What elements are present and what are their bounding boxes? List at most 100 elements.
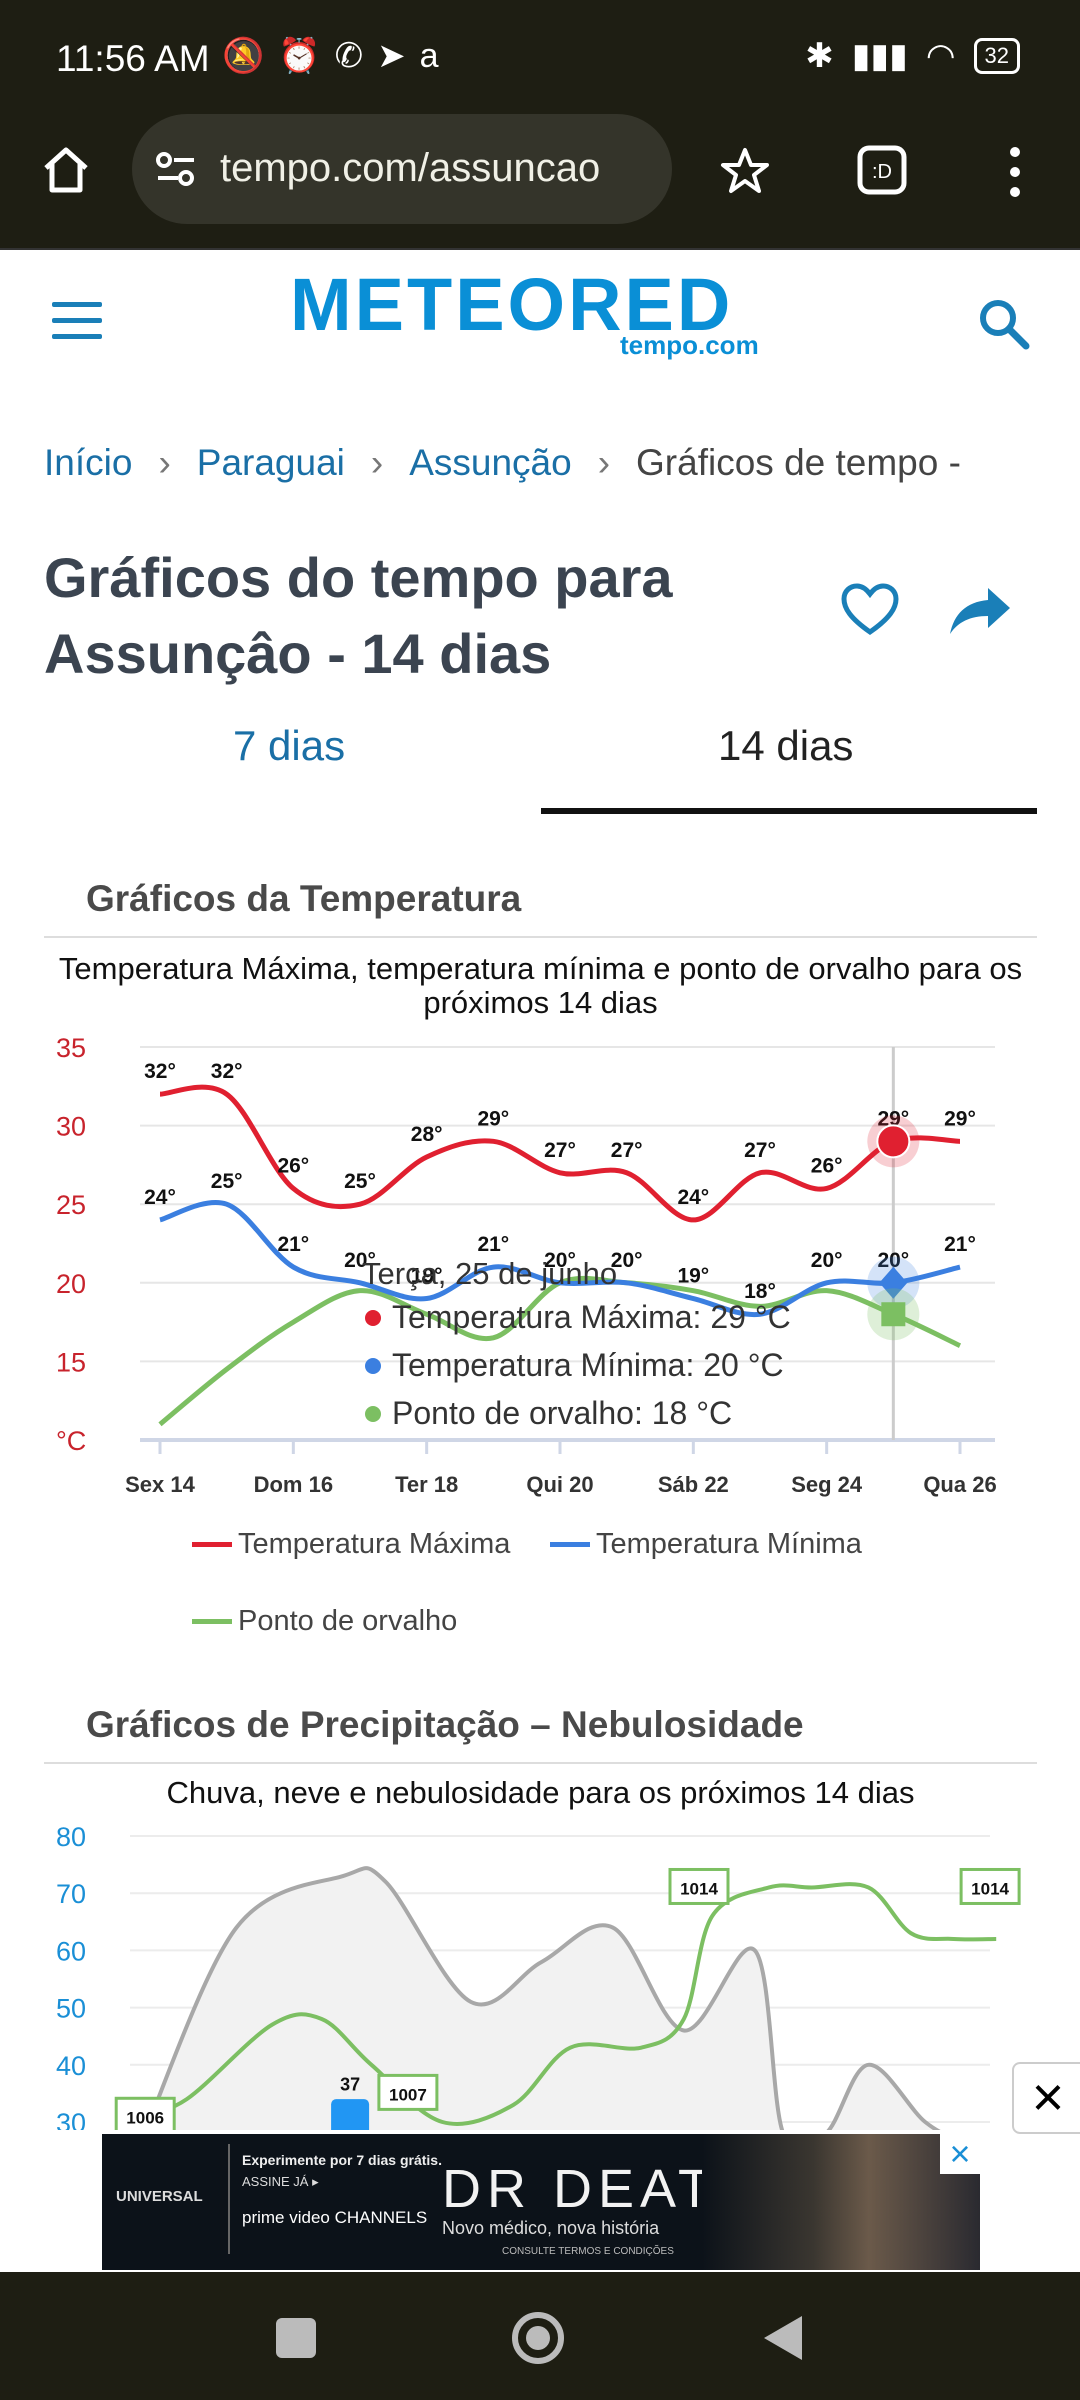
chevron-right-icon: › — [370, 442, 384, 483]
precipitation-chart[interactable]: 80 70 60 50 40 30 37 1006 1007 1014 1014 — [0, 1810, 1080, 2130]
signal-icon: ▮▮▮ — [851, 37, 908, 75]
recents-icon[interactable] — [276, 2318, 316, 2358]
min-data-label: 19° — [411, 1265, 443, 1288]
legend-swatch — [192, 1619, 232, 1624]
max-data-label: 25° — [344, 1170, 376, 1193]
search-icon[interactable] — [976, 296, 1032, 352]
max-data-label: 32° — [144, 1060, 176, 1083]
max-data-label: 29° — [477, 1107, 509, 1130]
min-data-label: 20° — [544, 1249, 576, 1272]
ad-subtitle: Novo médico, nova história — [442, 2218, 660, 2238]
site-logo[interactable]: METEORED — [290, 263, 734, 346]
legend-item-max[interactable]: Temperatura Máxima — [192, 1528, 510, 1561]
more-menu-icon[interactable] — [1000, 144, 1030, 200]
y-tick-label: 50 — [56, 1994, 86, 2024]
y-tick-label: 70 — [56, 1879, 86, 1909]
min-data-label: 20° — [811, 1249, 843, 1272]
ad-brand: prime video CHANNELS — [242, 2208, 428, 2227]
temperature-chart[interactable]: 35 30 25 20 15 °C Sex 14 Dom 16 Ter 18 Qui 20 Sáb … — [0, 1020, 1080, 1510]
min-data-label: 20° — [611, 1249, 643, 1272]
max-data-label: 27° — [611, 1139, 643, 1162]
pressure-line — [136, 1882, 997, 2126]
legend-label: Temperatura Máxima — [238, 1528, 511, 1560]
breadcrumb: Início › Paraguai › Assunção › Gráficos de tem… — [44, 442, 961, 484]
url-text[interactable]: tempo.com/assuncao — [220, 146, 601, 190]
max-data-label: 26° — [811, 1154, 843, 1177]
temperature-section-title: Gráficos da Temperatura — [86, 878, 522, 919]
hamburger-menu-icon[interactable] — [52, 302, 102, 350]
status-bar: 11:56 AM 🔕⏰✆➤a ✱ ▮▮▮ ◠ 32 — [0, 0, 1080, 120]
x-tick-label: Sex 14 — [125, 1472, 195, 1497]
home-button-icon[interactable] — [512, 2312, 564, 2364]
x-tick-label: Qua 26 — [923, 1472, 996, 1497]
min-data-label: 18° — [744, 1280, 776, 1303]
series-line-temperatura-mínima — [159, 1200, 961, 1318]
pressure-data-label: 1014 — [680, 1879, 718, 1898]
precipitation-chart-title: Chuva, neve e nebulosidade para os próxi… — [166, 1775, 915, 1810]
y-tick-label: 15 — [56, 1347, 86, 1377]
tab-switcher-icon[interactable]: :D — [856, 144, 908, 196]
section-divider — [44, 936, 1037, 938]
bookmark-star-icon[interactable] — [720, 146, 770, 196]
tab-7-dias[interactable]: 7 dias — [233, 722, 346, 769]
legend-item-dew[interactable]: Ponto de orvalho — [192, 1605, 457, 1638]
page-title: Gráficos do tempo para Assunçâo - 14 dia… — [44, 546, 673, 685]
pressure-data-label: 1007 — [389, 2085, 427, 2104]
site-logo-sub: tempo.com — [620, 330, 759, 360]
min-data-label: 20° — [877, 1249, 909, 1272]
ad-divider — [228, 2144, 230, 2254]
ad-close-icon[interactable]: × — [940, 2134, 980, 2174]
tooltip-date: Terça, 25 de junho — [362, 1256, 617, 1291]
share-icon[interactable] — [948, 584, 1014, 636]
x-tick-label: Seg 24 — [791, 1472, 863, 1497]
ad-collapse-close-icon[interactable]: × — [1012, 2062, 1080, 2134]
tab-14-dias[interactable]: 14 dias — [718, 722, 854, 769]
breadcrumb-paraguai[interactable]: Paraguai — [196, 442, 345, 483]
max-data-label: 27° — [744, 1139, 776, 1162]
site-info-icon[interactable] — [154, 150, 198, 190]
min-data-label: 25° — [211, 1170, 243, 1193]
cloud-area — [145, 1868, 937, 2130]
ad-fine-print: CONSULTE TERMOS E CONDIÇÕES — [502, 2246, 674, 2257]
back-icon[interactable] — [760, 2312, 806, 2364]
x-tick-label: Qui 20 — [526, 1472, 593, 1497]
y-tick-label: 30 — [56, 1112, 86, 1142]
max-data-label: 26° — [277, 1154, 309, 1177]
pressure-data-label: 1006 — [126, 2108, 164, 2127]
y-tick-label: 25 — [56, 1190, 86, 1220]
section-divider — [44, 1762, 1037, 1764]
notification-icons: 🔕⏰✆➤a — [222, 37, 453, 75]
breadcrumb-inicio[interactable]: Início — [44, 442, 133, 483]
legend-item-min[interactable]: Temperatura Mínima — [550, 1528, 862, 1561]
x-tick-label: Ter 18 — [395, 1472, 458, 1497]
y-tick-label: 60 — [56, 1936, 86, 1966]
max-data-label: 29° — [877, 1107, 909, 1130]
min-data-label: 21° — [277, 1233, 309, 1256]
address-bar[interactable] — [132, 114, 672, 224]
min-data-label: 21° — [944, 1233, 976, 1256]
home-icon[interactable] — [40, 144, 92, 196]
svg-text::D: :D — [872, 161, 892, 183]
rain-bar — [331, 2099, 370, 2130]
chevron-right-icon: › — [597, 442, 611, 483]
y-tick-label: 20 — [56, 1269, 86, 1299]
ad-banner[interactable]: UNIVERSAL Experimente por 7 dias grátis.… — [102, 2134, 980, 2270]
tooltip-line: Temperatura Mínima: 20 °C — [392, 1347, 784, 1383]
active-tab-indicator — [541, 808, 1037, 814]
cloud-line — [143, 1866, 941, 2130]
favorite-heart-icon[interactable] — [840, 582, 900, 638]
pressure-label-box — [114, 2096, 176, 2130]
system-icons: ✱ ▮▮▮ ◠ 32 — [805, 36, 1020, 76]
max-data-label: 32° — [211, 1060, 243, 1083]
max-data-label: 28° — [411, 1123, 443, 1146]
ad-image — [702, 2134, 980, 2270]
min-data-label: 24° — [144, 1186, 176, 1209]
tooltip-line: Ponto de orvalho: 18 °C — [392, 1395, 732, 1431]
pressure-label-box — [377, 2073, 439, 2111]
dew-highlight-point — [881, 1302, 906, 1327]
ad-line2: ASSINE JÁ ▸ — [242, 2174, 319, 2189]
max-data-label: 24° — [677, 1186, 709, 1209]
y-tick-label: 80 — [56, 1822, 86, 1852]
breadcrumb-assuncao[interactable]: Assunção — [409, 442, 572, 483]
ad-studio: UNIVERSAL — [116, 2188, 203, 2205]
